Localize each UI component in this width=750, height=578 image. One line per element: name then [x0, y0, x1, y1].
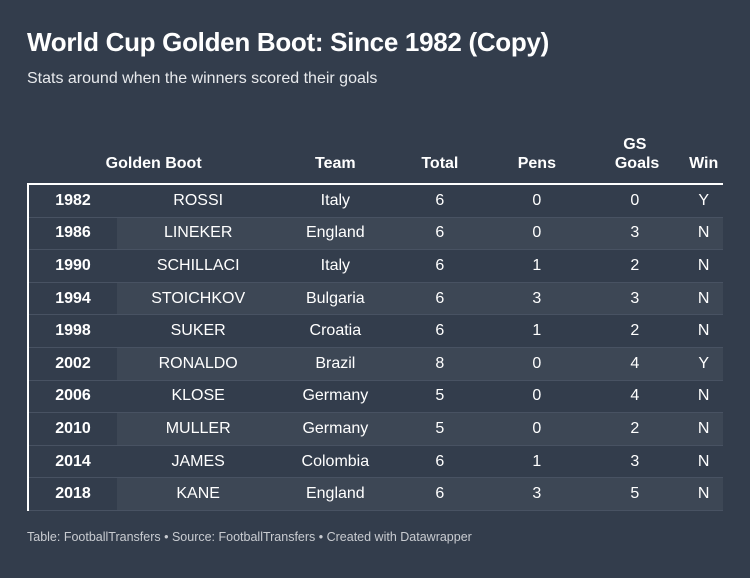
win-cell: Y — [684, 347, 723, 381]
year-cell: 2014 — [27, 445, 117, 479]
win-cell: N — [684, 314, 723, 348]
total-cell: 6 — [391, 282, 489, 316]
pens-cell: 0 — [488, 184, 586, 218]
header-team[interactable]: Team — [279, 122, 392, 185]
player-cell: ROSSI — [117, 184, 280, 218]
year-cell: 2018 — [27, 477, 117, 511]
table-row: 1982 ROSSI Italy 6 0 0 Y — [27, 184, 723, 218]
total-cell: 6 — [391, 314, 489, 348]
pens-cell: 0 — [488, 347, 586, 381]
player-cell: LINEKER — [117, 217, 280, 251]
year-cell: 2010 — [27, 412, 117, 446]
pens-cell: 1 — [488, 445, 586, 479]
header-gs-goals[interactable]: GS Goals — [585, 122, 685, 185]
table-row: 1990 SCHILLACI Italy 6 1 2 N — [27, 249, 723, 283]
header-win[interactable]: Win — [684, 122, 723, 185]
team-cell: Bulgaria — [279, 282, 392, 316]
gs-goals-cell: 3 — [585, 282, 685, 316]
total-cell: 6 — [391, 445, 489, 479]
gs-goals-cell: 4 — [585, 347, 685, 381]
player-cell: KLOSE — [117, 380, 280, 414]
player-cell: KANE — [117, 477, 280, 511]
pens-cell: 0 — [488, 380, 586, 414]
gs-goals-cell: 2 — [585, 314, 685, 348]
team-cell: Germany — [279, 380, 392, 414]
golden-boot-table: Golden Boot Team Total Pens GS Goals Win… — [27, 122, 723, 511]
footer-credits: Table: FootballTransfers • Source: Footb… — [27, 530, 472, 544]
year-cell: 1998 — [27, 314, 117, 348]
total-cell: 6 — [391, 217, 489, 251]
win-cell: N — [684, 380, 723, 414]
year-cell: 1982 — [27, 184, 117, 218]
table-row: 1998 SUKER Croatia 6 1 2 N — [27, 314, 723, 348]
pens-cell: 3 — [488, 282, 586, 316]
pens-cell: 1 — [488, 249, 586, 283]
player-cell: RONALDO — [117, 347, 280, 381]
win-cell: N — [684, 249, 723, 283]
team-cell: England — [279, 217, 392, 251]
win-cell: N — [684, 282, 723, 316]
table-row: 2006 KLOSE Germany 5 0 4 N — [27, 380, 723, 414]
header-total[interactable]: Total — [391, 122, 489, 185]
team-cell: Germany — [279, 412, 392, 446]
header-gs-goals-label: GS Goals — [614, 136, 660, 172]
year-cell: 1986 — [27, 217, 117, 251]
total-cell: 6 — [391, 184, 489, 218]
table-row: 2010 MULLER Germany 5 0 2 N — [27, 412, 723, 446]
pens-cell: 0 — [488, 412, 586, 446]
gs-goals-cell: 3 — [585, 445, 685, 479]
table-row: 2014 JAMES Colombia 6 1 3 N — [27, 445, 723, 479]
total-cell: 6 — [391, 249, 489, 283]
team-cell: Colombia — [279, 445, 392, 479]
pens-cell: 3 — [488, 477, 586, 511]
team-cell: England — [279, 477, 392, 511]
header-pens[interactable]: Pens — [488, 122, 586, 185]
win-cell: N — [684, 412, 723, 446]
player-cell: STOICHKOV — [117, 282, 280, 316]
table-row: 2018 KANE England 6 3 5 N — [27, 477, 723, 511]
year-cell: 1994 — [27, 282, 117, 316]
player-cell: SUKER — [117, 314, 280, 348]
win-cell: N — [684, 477, 723, 511]
pens-cell: 1 — [488, 314, 586, 348]
total-cell: 5 — [391, 380, 489, 414]
table-row: 2002 RONALDO Brazil 8 0 4 Y — [27, 347, 723, 381]
table-row: 1986 LINEKER England 6 0 3 N — [27, 217, 723, 251]
gs-goals-cell: 0 — [585, 184, 685, 218]
gs-goals-cell: 2 — [585, 249, 685, 283]
gs-goals-cell: 4 — [585, 380, 685, 414]
player-cell: JAMES — [117, 445, 280, 479]
gs-goals-cell: 3 — [585, 217, 685, 251]
win-cell: Y — [684, 184, 723, 218]
team-cell: Italy — [279, 249, 392, 283]
total-cell: 5 — [391, 412, 489, 446]
win-cell: N — [684, 217, 723, 251]
win-cell: N — [684, 445, 723, 479]
total-cell: 8 — [391, 347, 489, 381]
year-cell: 2002 — [27, 347, 117, 381]
page-title: World Cup Golden Boot: Since 1982 (Copy) — [27, 27, 549, 57]
gs-goals-cell: 2 — [585, 412, 685, 446]
player-cell: MULLER — [117, 412, 280, 446]
table-header: Golden Boot Team Total Pens GS Goals Win — [28, 122, 723, 185]
page-subtitle: Stats around when the winners scored the… — [27, 70, 378, 87]
header-golden-boot[interactable]: Golden Boot — [28, 122, 280, 185]
team-cell: Italy — [279, 184, 392, 218]
pens-cell: 0 — [488, 217, 586, 251]
year-cell: 1990 — [27, 249, 117, 283]
year-cell: 2006 — [27, 380, 117, 414]
player-cell: SCHILLACI — [117, 249, 280, 283]
team-cell: Brazil — [279, 347, 392, 381]
gs-goals-cell: 5 — [585, 477, 685, 511]
table-row: 1994 STOICHKOV Bulgaria 6 3 3 N — [27, 282, 723, 316]
total-cell: 6 — [391, 477, 489, 511]
team-cell: Croatia — [279, 314, 392, 348]
